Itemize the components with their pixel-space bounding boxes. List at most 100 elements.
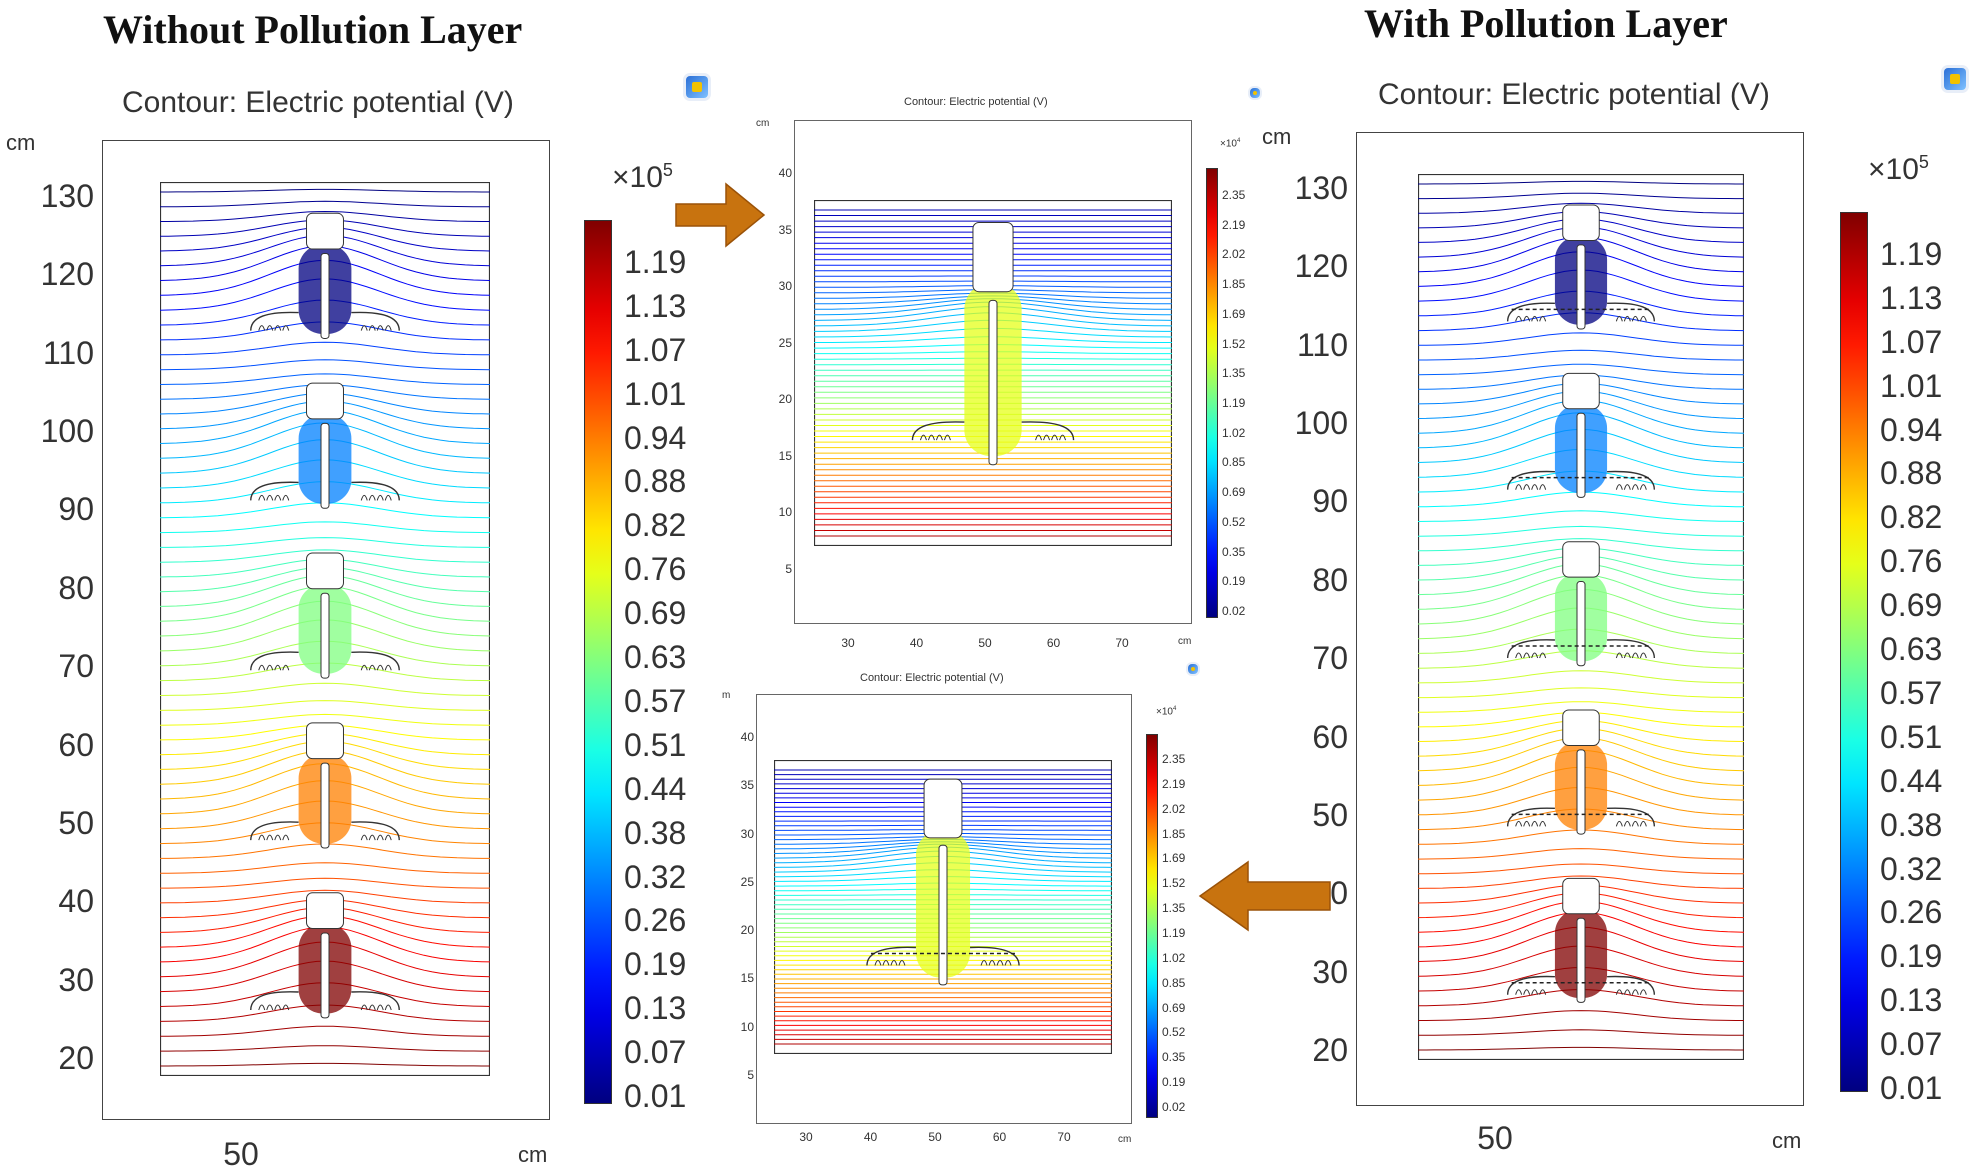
tc-cbtick-14: 0.02 xyxy=(1222,604,1246,618)
insulator-rib xyxy=(368,1004,376,1011)
insulator-rib xyxy=(1523,989,1531,995)
tc-ytick-6: 10 xyxy=(778,505,792,520)
insulator-rib xyxy=(1615,989,1623,995)
insulator-cap xyxy=(306,382,344,420)
panel-bottom-center-colorbar-multiplier: ×104 xyxy=(1156,706,1177,718)
insulator-rib xyxy=(282,494,290,501)
insulator-shed xyxy=(250,991,400,1011)
tc-ytick-4: 20 xyxy=(778,392,792,407)
panel-right-y-unit: cm xyxy=(1262,124,1292,149)
insulator-rib xyxy=(1615,484,1623,490)
left-ytick-2: 110 xyxy=(42,334,94,371)
insulator-cap xyxy=(306,722,344,760)
right-cbtick-9: 0.63 xyxy=(1880,631,1943,668)
insulator-shed xyxy=(250,481,400,501)
insulator-rib xyxy=(360,834,368,841)
bc-cbtick-11: 0.52 xyxy=(1162,1025,1186,1040)
insulator-rib xyxy=(376,664,384,671)
insulator-cap xyxy=(1562,372,1600,410)
tc-cbtick-3: 1.85 xyxy=(1222,277,1246,292)
insulator-rib xyxy=(1623,484,1631,490)
tc-cbtick-7: 1.19 xyxy=(1222,396,1246,410)
insulator-rib xyxy=(1531,989,1539,995)
insulator-rib xyxy=(1615,820,1623,827)
left-ytick-8: 50 xyxy=(58,804,94,841)
insulator-rib xyxy=(1623,989,1631,995)
insulator-shed xyxy=(1506,807,1656,827)
insulator-shed xyxy=(1506,975,1656,995)
panel-top-center-y-unit: cm xyxy=(756,118,770,129)
insulator-rib xyxy=(1539,652,1547,659)
panel-right-colorbar xyxy=(1840,212,1868,1092)
right-ytick-11: 20 xyxy=(1312,1032,1348,1068)
left-ytick-10: 30 xyxy=(58,961,94,998)
tc-cbtick-10: 0.69 xyxy=(1222,485,1246,500)
insulator-pin xyxy=(320,762,330,849)
tc-xtick-1: 40 xyxy=(909,636,924,650)
tc-cbtick-13: 0.19 xyxy=(1222,574,1246,589)
insulator-rib xyxy=(376,325,384,331)
left-ytick-6: 70 xyxy=(58,648,94,685)
right-cbtick-3: 1.01 xyxy=(1880,367,1943,404)
bc-cbtick-12: 0.35 xyxy=(1162,1050,1186,1065)
panel-left-colorbar xyxy=(584,220,612,1104)
insulator-rib xyxy=(1623,315,1631,322)
insulator-pin xyxy=(1576,412,1586,498)
panel-right-contour-plot xyxy=(1418,174,1744,1060)
panel-bottom-center-x-unit: cm xyxy=(1118,1134,1132,1145)
right-cbtick-16: 0.19 xyxy=(1880,938,1943,975)
right-ytick-10: 30 xyxy=(1312,953,1348,990)
insulator-pin xyxy=(1576,581,1586,667)
insulator-rib xyxy=(1515,652,1523,659)
insulator-rib xyxy=(368,664,376,671)
insulator-rib xyxy=(282,834,290,841)
bc-ytick-3: 25 xyxy=(740,874,754,889)
panel-bottom-center-colorbar xyxy=(1146,734,1158,1118)
bc-cbtick-14: 0.02 xyxy=(1162,1100,1186,1114)
insulator-shed xyxy=(1506,639,1656,659)
right-cbtick-12: 0.44 xyxy=(1880,762,1943,799)
left-cbtick-0: 1.19 xyxy=(624,244,687,280)
panel-right-x-unit: cm xyxy=(1772,1128,1802,1153)
left-cbtick-12: 0.44 xyxy=(624,770,687,807)
left-cbtick-4: 0.94 xyxy=(624,419,687,456)
insulator-shed xyxy=(250,821,400,841)
insulator-rib xyxy=(1035,434,1043,441)
bc-ytick-2: 30 xyxy=(740,826,754,841)
bc-cbtick-1: 2.19 xyxy=(1162,776,1186,791)
left-ytick-0: 130 xyxy=(40,178,94,214)
tc-cbtick-1: 2.19 xyxy=(1222,217,1246,232)
insulator-rib xyxy=(266,325,274,331)
insulator-rib xyxy=(266,664,274,671)
left-cbtick-11: 0.51 xyxy=(624,726,687,763)
insulator-shed xyxy=(866,946,1020,966)
tc-cbtick-9: 0.85 xyxy=(1222,455,1246,470)
tc-cbtick-5: 1.52 xyxy=(1222,336,1246,351)
insulator-pin xyxy=(320,932,330,1019)
left-ytick-7: 60 xyxy=(58,726,94,763)
insulator-rib xyxy=(1623,820,1631,827)
insulator-rib xyxy=(1639,652,1647,659)
right-cbtick-8: 0.69 xyxy=(1880,587,1943,624)
right-ytick-3: 100 xyxy=(1294,405,1348,442)
bc-cbtick-8: 1.02 xyxy=(1162,950,1186,965)
insulator-rib xyxy=(360,664,368,671)
panel-bottom-center-title: Contour: Electric potential (V) xyxy=(860,672,1004,684)
insulator-rib xyxy=(384,325,392,331)
insulator-shed xyxy=(1506,302,1656,322)
insulator-cap xyxy=(923,778,963,839)
arrow-left-icon xyxy=(1198,860,1331,932)
left-cbtick-6: 0.82 xyxy=(624,507,687,544)
insulator-rib xyxy=(1639,989,1647,995)
insulator-rib xyxy=(1004,960,1012,966)
insulator-pin xyxy=(320,422,330,509)
insulator-rib xyxy=(1051,434,1059,441)
insulator-rib xyxy=(1631,820,1639,827)
insulator-rib xyxy=(360,494,368,501)
bc-ytick-0: 40 xyxy=(740,730,754,744)
insulator-rib xyxy=(376,1004,384,1011)
insulator-rib xyxy=(1539,989,1547,995)
right-cbtick-4: 0.94 xyxy=(1880,411,1943,448)
left-cbtick-8: 0.69 xyxy=(624,595,687,632)
app-logo-icon xyxy=(1188,664,1198,674)
